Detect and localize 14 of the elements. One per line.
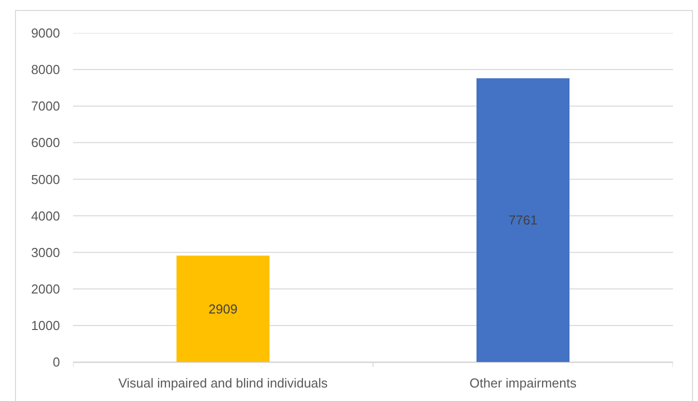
x-tick-label: Other impairments xyxy=(470,376,577,391)
x-tick-label: Visual impaired and blind individuals xyxy=(118,376,328,391)
y-tick-label: 3000 xyxy=(31,244,60,260)
y-tick-label: 8000 xyxy=(31,62,60,78)
y-tick-label: 2000 xyxy=(31,281,60,296)
y-tick-label: 4000 xyxy=(31,208,60,224)
y-tick-label: 6000 xyxy=(31,135,60,150)
data-label: 7761 xyxy=(508,212,538,228)
y-tick-label: 7000 xyxy=(31,98,60,114)
data-label: 2909 xyxy=(208,301,238,316)
y-tick-label: 0 xyxy=(52,354,60,370)
y-tick-label: 9000 xyxy=(31,26,60,41)
y-tick-label: 1000 xyxy=(31,318,60,333)
y-tick-label: 5000 xyxy=(31,172,60,187)
